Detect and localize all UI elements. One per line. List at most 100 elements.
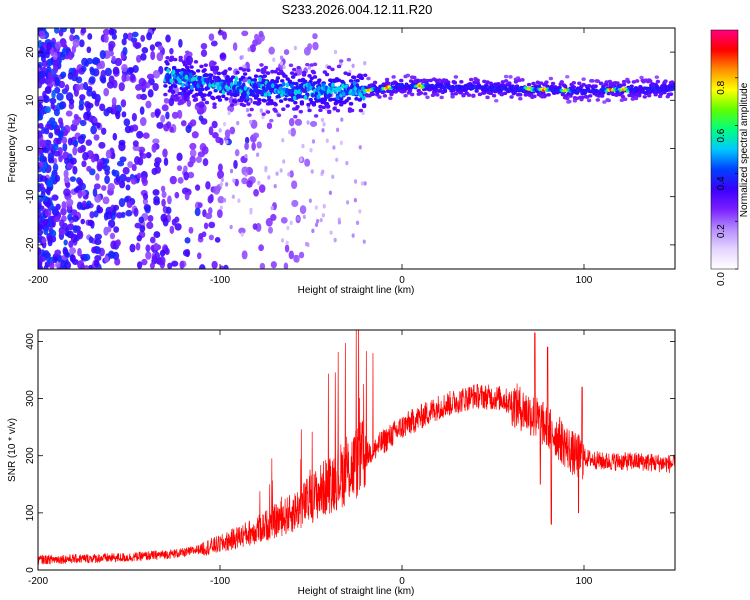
spectrogram-noise-mark <box>333 237 337 243</box>
spectrogram-band-halo <box>233 99 238 104</box>
spectrogram-band-halo <box>642 95 647 99</box>
spectrogram-band-core <box>198 87 202 93</box>
spectrogram-band-halo <box>604 80 609 84</box>
spectrogram-band-core <box>292 95 297 101</box>
spectrogram-noise-mark <box>105 149 112 159</box>
spectrogram-band-core <box>249 88 253 94</box>
spectrogram-noise-mark <box>211 132 219 139</box>
spectrogram-band-halo <box>544 80 549 84</box>
spectrogram-noise-mark <box>119 180 126 189</box>
spectrogram-band-halo <box>349 108 355 113</box>
spectrogram-noise-mark <box>198 264 206 269</box>
spectrogram-noise-mark <box>304 158 311 167</box>
spectrogram-noise-mark <box>73 139 79 146</box>
spectrogram-band-halo <box>586 98 592 103</box>
spectrogram-noise-mark <box>89 68 96 76</box>
spectrogram-noise-mark <box>355 220 360 226</box>
spectrogram-band-halo <box>293 100 298 105</box>
spectrogram-band-core <box>341 91 346 97</box>
spectrogram-noise-mark <box>76 230 84 240</box>
spectrogram-noise-mark <box>283 49 290 56</box>
spectrogram-band-halo <box>312 62 318 67</box>
spectrogram-band-halo <box>163 92 168 97</box>
spectrogram-noise-mark <box>41 237 47 244</box>
spectrogram-band-halo <box>606 98 611 103</box>
spectrogram-noise-mark <box>63 239 68 246</box>
snr-frame <box>37 329 676 571</box>
spectrogram-noise-mark <box>124 125 132 134</box>
spectrogram-band-halo <box>618 83 623 88</box>
spectrogram-band-halo <box>269 101 274 106</box>
spectrogram-noise-mark <box>149 236 156 244</box>
spectrogram-band-halo <box>663 79 668 83</box>
spectrogram-band-halo <box>646 93 652 98</box>
spectrogram-noise-mark <box>258 244 265 252</box>
spectrogram-band-halo <box>270 69 275 74</box>
spectrogram-band-core <box>204 86 209 92</box>
spectrogram-noise-mark <box>78 98 85 107</box>
spectrogram-noise-mark <box>200 118 208 125</box>
spectrogram-noise-mark <box>145 251 152 260</box>
spectrogram-noise-mark <box>241 250 248 260</box>
spectrogram-noise-mark <box>132 140 139 147</box>
spectrogram-noise-mark <box>131 163 137 172</box>
spectrogram-band-halo <box>590 79 595 83</box>
spectrogram-band-core <box>243 86 248 91</box>
spectrogram-noise-mark <box>79 83 85 91</box>
spectrogram-noise-mark <box>82 200 87 208</box>
spectrogram-noise-mark <box>51 89 56 99</box>
spectrogram-noise-mark <box>139 106 145 115</box>
spectrogram-noise-mark <box>38 183 42 193</box>
spectrogram-band-halo <box>241 68 247 72</box>
spectrogram-noise-mark <box>289 220 293 226</box>
spectrogram-band-core <box>433 85 438 89</box>
spectrogram-band-halo <box>252 78 258 82</box>
spectrogram-band-halo <box>247 113 252 117</box>
spectrogram-band-halo <box>654 75 659 79</box>
spectrogram-band-halo <box>452 81 457 85</box>
spectrogram-noise-mark <box>176 152 183 162</box>
spectrogram-band-core <box>197 75 201 81</box>
spectrogram-noise-mark <box>38 161 44 168</box>
spectrogram-noise-mark <box>160 185 166 193</box>
spectrogram-noise-mark <box>156 52 164 62</box>
spectrogram-noise-mark <box>363 181 367 186</box>
spectrogram-noise-mark <box>60 71 67 78</box>
spectrogram-noise-mark <box>108 40 116 49</box>
spectrogram-band-core <box>256 89 261 95</box>
spectrogram-noise-mark <box>96 204 101 214</box>
spectrogram-noise-mark <box>231 194 235 200</box>
spectrogram-noise-mark <box>54 174 61 183</box>
spectrogram-noise-mark <box>99 60 106 70</box>
spectrogram-noise-mark <box>219 182 223 187</box>
spectrogram-noise-mark <box>115 174 121 183</box>
spectrogram-noise-mark <box>54 41 62 50</box>
spectrogram-noise-mark <box>198 101 205 109</box>
spectrogram-noise-mark <box>314 222 319 228</box>
spectrogram-noise-mark <box>90 125 97 135</box>
spectrogram-band-halo <box>211 96 216 101</box>
spectrogram-band-halo <box>202 68 207 72</box>
spectrogram-noise-mark <box>145 152 152 159</box>
spectrogram-band-halo <box>384 77 390 82</box>
spectrogram-band-halo <box>595 79 601 83</box>
spectrogram-band-halo <box>391 75 396 79</box>
spectrogram-band-halo <box>235 70 240 75</box>
spectrogram-noise-mark <box>80 28 87 34</box>
spectrogram-band-halo <box>293 72 298 77</box>
spectrogram-band-halo <box>271 80 276 84</box>
spectrogram-band-halo <box>639 75 644 80</box>
spectrogram-band-halo <box>423 91 428 96</box>
spectrogram-band-halo <box>325 105 331 109</box>
spectrogram-band-halo <box>336 64 342 69</box>
spectrogram-noise-mark <box>299 157 303 162</box>
spectrogram-band-halo <box>494 98 499 103</box>
spectrogram-noise-mark <box>138 77 146 87</box>
spectrogram-noise-mark <box>88 76 96 84</box>
spectrogram-noise-mark <box>102 165 111 172</box>
spectrogram-noise-mark <box>241 30 249 37</box>
spectrogram-noise-mark <box>184 192 190 201</box>
spectrogram-noise-mark <box>141 258 148 266</box>
chart-title: S233.2026.004.12.11.R20 <box>282 2 433 17</box>
spectrogram-noise-mark <box>180 120 187 127</box>
